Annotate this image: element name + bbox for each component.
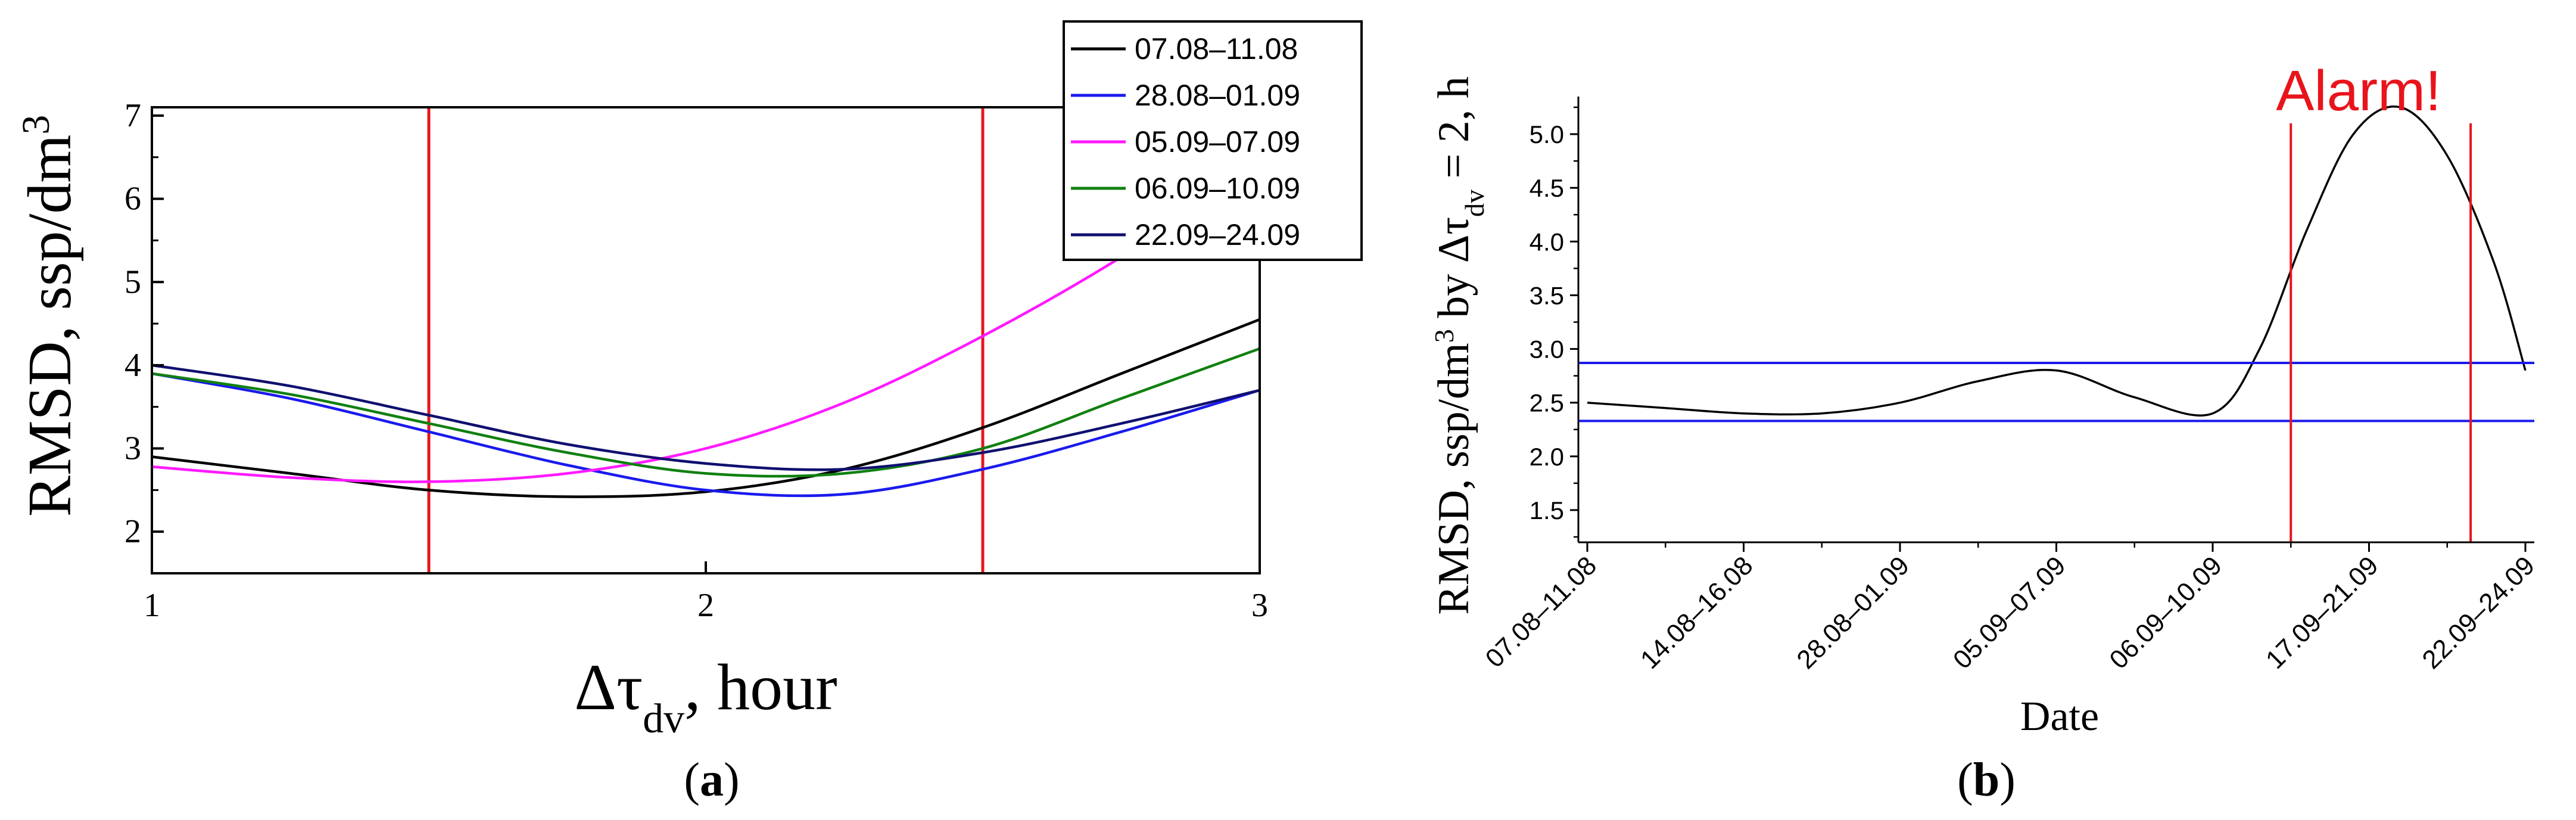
series-line-22-09-24-09 [152, 364, 1260, 471]
y-tick-label-3: 3.0 [1530, 336, 1564, 364]
panel-b-axes [1577, 97, 2534, 543]
panel-b-x-axis-label: Date [2020, 694, 2099, 740]
y-tick-label-4: 4 [124, 347, 141, 384]
x-tick-label-17-09-21-09: 17.09–21.09 [2260, 551, 2384, 675]
y-tick-label-5: 5.0 [1530, 120, 1564, 148]
y-tick-label-7: 7 [124, 97, 141, 134]
y-tick-label-2: 2 [124, 513, 141, 550]
legend-label-06-09-10-09: 06.09–10.09 [1135, 172, 1300, 205]
legend-label-05-09-07-09: 05.09–07.09 [1135, 125, 1300, 159]
panel-b-reference-lines [1578, 123, 2534, 542]
series-line-05-09-07-09 [152, 164, 1260, 483]
series-line-06-09-10-09 [152, 347, 1260, 478]
y-tick-label-1-5: 1.5 [1530, 496, 1564, 524]
y-tick-label-4-5: 4.5 [1530, 174, 1564, 202]
panel-a-reference-lines [427, 107, 985, 573]
series-line-28-08-01-09 [152, 372, 1260, 498]
x-tick-label-2: 2 [697, 587, 714, 624]
x-tick-label-22-09-24-09: 22.09–24.09 [2416, 551, 2540, 675]
panel-b-series-group [1587, 105, 2527, 417]
panel-b-chart: 1.5 2.0 2.5 3.0 3.5 4.0 4.5 5.0 07.08–11.08 14.08… [1429, 59, 2541, 806]
y-tick-label-3-5: 3.5 [1530, 281, 1564, 309]
panel-a-series-group [152, 164, 1260, 498]
panel-a-legend: 07.08–11.08 28.08–01.09 05.09–07.09 06.09–1… [1063, 20, 1363, 261]
series-line-RMSD [1587, 105, 2527, 417]
panel-b-ticks: 1.5 2.0 2.5 3.0 3.5 4.0 4.5 5.0 07.08–11.08 14.08… [1480, 106, 2540, 675]
y-tick-label-2-5: 2.5 [1530, 389, 1564, 417]
x-tick-label-07-08-11-08: 07.08–11.08 [1480, 551, 1602, 673]
panel-a-y-axis-label: RMSD, ssp/dm3 [14, 115, 85, 517]
y-tick-label-3: 3 [124, 430, 141, 467]
panel-a-label: (a) [684, 754, 739, 806]
y-tick-label-2: 2.0 [1530, 443, 1564, 471]
panel-b-label: (b) [1957, 754, 2016, 806]
x-tick-label-1: 1 [144, 587, 160, 624]
alarm-annotation: Alarm! [2276, 59, 2441, 123]
legend-label-28-08-01-09: 28.08–01.09 [1135, 79, 1300, 112]
x-tick-label-05-09-07-09: 05.09–07.09 [1948, 551, 2072, 675]
x-tick-label-06-09-10-09: 06.09–10.09 [2104, 551, 2228, 675]
y-tick-label-5: 5 [124, 263, 141, 300]
x-tick-label-3: 3 [1251, 587, 1268, 624]
panel-b-y-axis-label: RMSD, ssp/dm3 by Δτdv = 2, h [1429, 76, 1490, 615]
x-tick-label-14-08-16-08: 14.08–16.08 [1635, 551, 1759, 675]
y-tick-label-6: 6 [124, 181, 141, 218]
x-tick-label-28-08-01-09: 28.08–01.09 [1791, 551, 1915, 675]
panel-a-x-axis-label: Δτdv, hour [574, 651, 837, 742]
legend-label-07-08-11-08: 07.08–11.08 [1135, 32, 1298, 66]
legend-label-22-09-24-09: 22.09–24.09 [1135, 218, 1300, 251]
y-tick-label-4: 4.0 [1530, 228, 1564, 256]
